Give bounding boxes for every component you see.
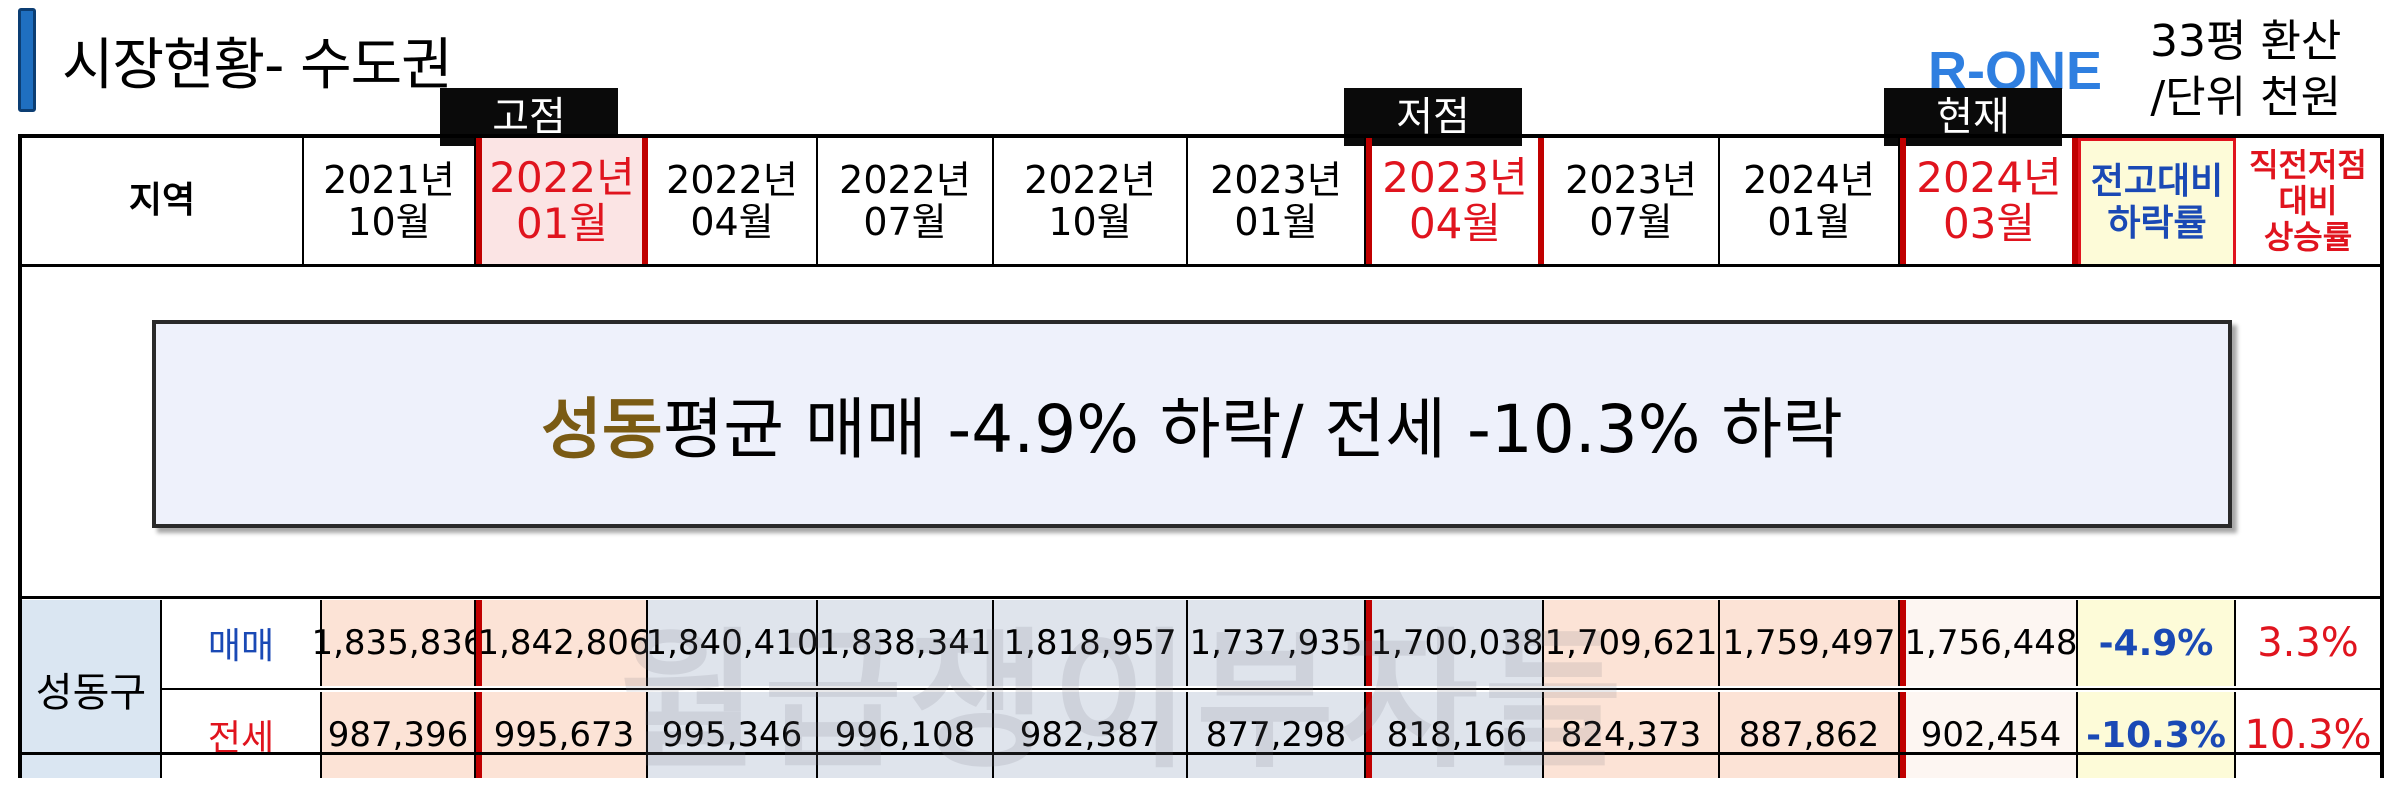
jeonse-cell-now: 902,454: [1900, 692, 2078, 778]
header-period: 2021년 10월: [304, 138, 476, 264]
summary-banner: 성동 평균 매매 -4.9% 하락/ 전세 -10.3% 하락: [152, 320, 2232, 528]
sale-cell-low: 1,700,038: [1366, 600, 1544, 686]
jeonse-cell-peak: 995,673: [476, 692, 648, 778]
sale-cell: 1,840,410: [645, 600, 819, 686]
jeonse-rise-rate: 10.3%: [2244, 712, 2372, 758]
jeonse-cell-low: 818,166: [1366, 692, 1544, 778]
jeonse-cell: 824,373: [1544, 692, 1720, 778]
table-frame: [18, 134, 2384, 778]
header-period-peak: 2022년 01월: [476, 138, 648, 264]
sale-cell: 1,709,621: [1544, 600, 1720, 686]
row-kind-sale: 매매: [162, 600, 322, 686]
region-cell: 성동구: [22, 600, 162, 778]
sale-cell-peak: 1,842,806: [476, 600, 651, 686]
jeonse-cell: 887,862: [1720, 692, 1900, 778]
sale-drop-rate: -4.9%: [2078, 600, 2236, 686]
header-divider: [22, 264, 2380, 267]
jeonse-drop-rate: -10.3%: [2078, 692, 2236, 778]
sale-cell: 1,835,836: [311, 600, 485, 686]
sale-cell: 1,818,957: [994, 600, 1188, 686]
header-period: 2024년 01월: [1720, 138, 1900, 264]
unit-line-1: 33평 환산: [2150, 16, 2342, 67]
table-header-row: 지역 2021년 10월 2022년 01월 2022년 04월 2022년 07월 2…: [22, 138, 2380, 264]
header-period: 2022년 10월: [994, 138, 1188, 264]
jeonse-cell: 982,387: [994, 692, 1188, 778]
title-accent-bar: [18, 8, 36, 112]
header-period: 2022년 04월: [648, 138, 818, 264]
sale-cell: 1,759,497: [1720, 600, 1900, 686]
sale-cell-now: 1,756,448: [1900, 600, 2078, 686]
sale-cell: 1,838,341: [818, 600, 994, 686]
header-period: 2023년 01월: [1188, 138, 1366, 264]
jeonse-cell: 995,346: [648, 692, 818, 778]
table-row-sale: 1,835,836 1,842,806 1,840,410 1,838,341 …: [22, 600, 2380, 686]
jeonse-cell: 996,108: [818, 692, 994, 778]
header-period-low: 2023년 04월: [1366, 138, 1544, 264]
banner-text: 평균 매매 -4.9% 하락/ 전세 -10.3% 하락: [662, 391, 1843, 468]
jeonse-cell: 987,396: [322, 692, 476, 778]
jeonse-cell: 877,298: [1188, 692, 1366, 778]
header-rise-rate: 직전저점 대비 상승률: [2249, 146, 2367, 256]
unit-line-2: /단위 천원: [2150, 72, 2342, 123]
header-period: 2022년 07월: [818, 138, 994, 264]
banner-region: 성동: [541, 391, 663, 468]
data-table: 성동구 매매 전세 1,835,836 1,842,806 1,840,410 …: [22, 600, 2380, 778]
header-drop-rate: 전고대비 하락률: [2078, 138, 2236, 264]
header-region: 지역: [22, 138, 304, 264]
unit-note: 33평 환산 /단위 천원: [2150, 14, 2341, 126]
header-period-now: 2024년 03월: [1900, 138, 2078, 264]
data-bottom-divider: [22, 752, 2380, 755]
sale-rise-rate: 3.3%: [2257, 620, 2359, 666]
data-top-divider: [22, 596, 2380, 599]
table-row-jeonse: 987,396 995,673 995,346 996,108 982,387 …: [22, 692, 2380, 778]
sale-cell: 1,737,935: [1188, 600, 1366, 686]
row-divider: [162, 688, 2380, 690]
page-title: 시장현황- 수도권: [62, 33, 453, 98]
header-period: 2023년 07월: [1544, 138, 1720, 264]
